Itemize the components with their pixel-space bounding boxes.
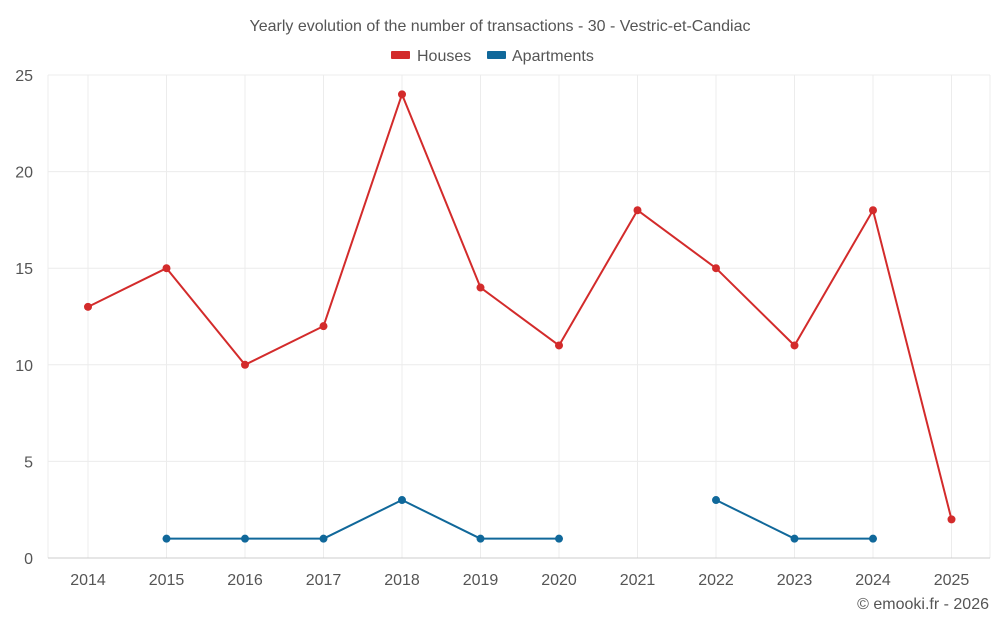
grid [47, 74, 991, 558]
series [84, 90, 956, 543]
data-point-houses[interactable] [555, 341, 563, 350]
data-point-houses[interactable] [869, 206, 877, 215]
x-tick-label: 2025 [934, 572, 970, 589]
series-apartments [162, 496, 877, 543]
legend: Houses Apartments [391, 48, 594, 65]
legend-label-apartments: Apartments [512, 48, 594, 65]
data-point-houses[interactable] [712, 264, 720, 273]
x-tick-label: 2022 [698, 572, 734, 589]
series-houses [84, 90, 956, 524]
y-tick-label: 15 [15, 261, 33, 278]
x-tick-label: 2019 [463, 572, 499, 589]
y-tick-label: 0 [24, 551, 33, 568]
data-point-apartments[interactable] [712, 496, 720, 505]
x-tick-label: 2020 [541, 572, 577, 589]
data-point-houses[interactable] [319, 322, 328, 331]
legend-item-houses[interactable]: Houses [391, 48, 471, 65]
data-point-houses[interactable] [476, 283, 485, 292]
footer-credit: © emooki.fr - 2026 [857, 596, 989, 613]
legend-item-apartments[interactable]: Apartments [487, 48, 594, 65]
x-tick-label: 2018 [384, 572, 420, 589]
chart-title: Yearly evolution of the number of transa… [250, 18, 751, 35]
data-point-apartments[interactable] [319, 534, 328, 543]
y-tick-label: 10 [15, 358, 33, 375]
data-point-apartments[interactable] [398, 496, 406, 505]
x-tick-label: 2021 [620, 572, 656, 589]
data-point-houses[interactable] [947, 515, 956, 524]
data-point-apartments[interactable] [555, 534, 563, 543]
y-tick-label: 5 [24, 454, 33, 471]
data-point-houses[interactable] [84, 302, 92, 311]
data-point-houses[interactable] [398, 90, 406, 99]
x-tick-label: 2014 [70, 572, 106, 589]
x-tick-label: 2015 [149, 572, 185, 589]
data-point-houses[interactable] [162, 264, 171, 273]
x-tick-labels: 2014 2015 2016 2017 2018 2019 2020 2021 2022 2023… [70, 572, 969, 589]
data-point-houses[interactable] [241, 360, 249, 369]
legend-label-houses: Houses [417, 48, 471, 65]
x-tick-label: 2017 [306, 572, 342, 589]
x-tick-label: 2023 [777, 572, 813, 589]
series-line-houses [87, 93, 953, 520]
legend-swatch-houses [391, 51, 410, 59]
y-tick-label: 25 [15, 68, 33, 85]
data-point-houses[interactable] [633, 206, 642, 215]
legend-swatch-apartments [487, 51, 506, 59]
data-point-apartments[interactable] [241, 534, 249, 543]
series-line-apartments [166, 499, 559, 540]
data-point-apartments[interactable] [790, 534, 799, 543]
y-tick-labels: 0 5 10 15 20 25 [15, 68, 33, 568]
x-tick-label: 2016 [227, 572, 263, 589]
data-point-apartments[interactable] [869, 534, 877, 543]
x-tick-label: 2024 [855, 572, 891, 589]
data-point-apartments[interactable] [162, 534, 171, 543]
y-tick-label: 20 [15, 165, 33, 182]
data-point-apartments[interactable] [476, 534, 485, 543]
data-point-houses[interactable] [790, 341, 799, 350]
